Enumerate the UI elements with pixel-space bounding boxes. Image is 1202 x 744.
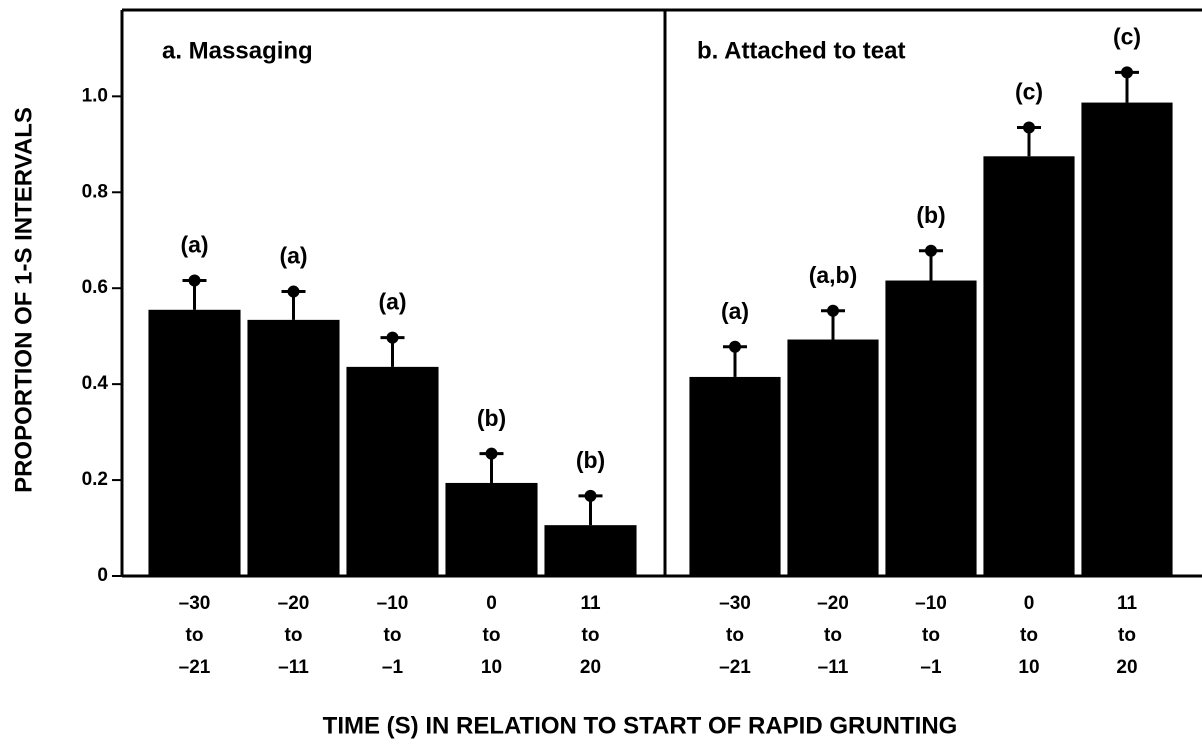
x-tick-label: to: [1118, 625, 1136, 646]
x-tick-label: –20: [278, 593, 310, 614]
panel-title: b. Attached to teat: [697, 37, 905, 64]
x-tick-label: to: [824, 625, 842, 646]
annotation: (a): [721, 298, 749, 324]
bar: [247, 319, 340, 576]
x-tick-label: –10: [915, 593, 947, 614]
x-tick-label: 11: [580, 593, 601, 614]
y-tick-label: 0.4: [82, 373, 109, 394]
x-tick-label: 10: [1018, 657, 1039, 678]
error-dot: [925, 244, 937, 257]
bar: [148, 309, 241, 576]
panel-title: a. Massaging: [162, 37, 313, 64]
y-tick-label: 0.6: [82, 277, 108, 298]
annotation: (a): [378, 289, 406, 315]
x-tick-label: –30: [179, 593, 211, 614]
y-axis-title: PROPORTION OF 1-S INTERVALS: [10, 107, 37, 493]
x-tick-label: to: [922, 625, 940, 646]
x-tick-label: –20: [817, 593, 849, 614]
x-tick-label: –11: [278, 657, 309, 678]
annotation: (b): [477, 405, 506, 431]
x-tick-label: to: [384, 625, 402, 646]
x-tick-label: to: [186, 625, 204, 646]
annotation: (b): [916, 202, 945, 228]
annotation: (a): [180, 232, 208, 258]
error-dot: [188, 274, 201, 287]
y-tick-label: 0: [97, 565, 108, 586]
x-tick-label: 0: [1024, 593, 1035, 614]
error-dot: [584, 489, 597, 502]
annotation: (c): [1113, 23, 1141, 49]
annotation: (a): [279, 243, 307, 269]
x-tick-label: –21: [179, 657, 211, 678]
x-tick-label: 10: [481, 657, 502, 678]
annotation: (a,b): [809, 262, 858, 288]
error-dot: [729, 340, 741, 353]
x-tick-label: 20: [1116, 657, 1137, 678]
x-tick-label: –10: [377, 593, 409, 614]
x-tick-label: –30: [719, 593, 751, 614]
error-dot: [1023, 121, 1035, 134]
bar: [346, 366, 439, 576]
error-dot: [287, 285, 300, 298]
x-tick-label: –1: [382, 657, 404, 678]
y-tick-label: 1.0: [82, 85, 108, 106]
x-tick-label: –1: [920, 657, 942, 678]
bar: [544, 525, 637, 576]
bar: [445, 482, 538, 576]
bar: [787, 339, 879, 576]
x-tick-label: to: [582, 625, 600, 646]
x-tick-label: to: [1020, 625, 1038, 646]
annotation: (c): [1015, 79, 1043, 105]
error-dot: [827, 304, 839, 317]
x-tick-label: 20: [580, 657, 601, 678]
x-tick-label: 11: [1117, 593, 1138, 614]
x-tick-label: to: [726, 625, 744, 646]
y-tick-label: 0.8: [82, 181, 108, 202]
bar: [1081, 102, 1173, 576]
y-tick-label: 0.2: [82, 469, 108, 490]
error-dot: [386, 331, 399, 344]
x-tick-label: –11: [818, 657, 849, 678]
x-tick-label: –21: [719, 657, 751, 678]
bar: [689, 376, 781, 576]
error-dot: [485, 447, 498, 460]
bar: [885, 280, 977, 576]
x-tick-label: to: [285, 625, 303, 646]
annotation: (b): [576, 447, 605, 473]
x-axis-title: TIME (S) IN RELATION TO START OF RAPID G…: [323, 712, 958, 739]
error-dot: [1121, 66, 1133, 79]
x-tick-label: 0: [486, 593, 497, 614]
x-tick-label: to: [483, 625, 501, 646]
bar: [983, 156, 1075, 576]
